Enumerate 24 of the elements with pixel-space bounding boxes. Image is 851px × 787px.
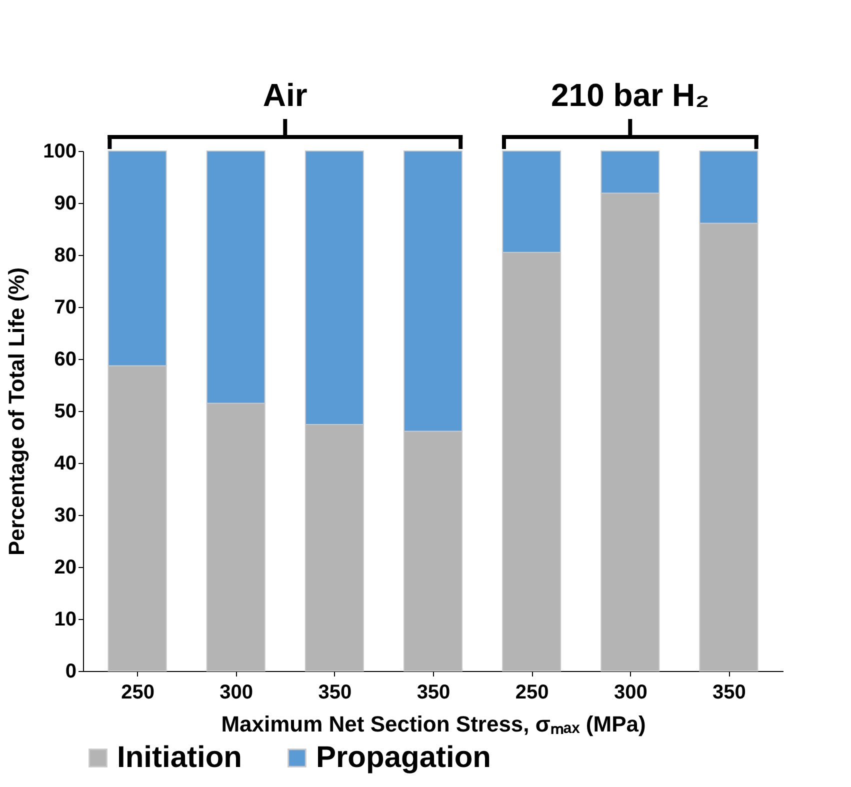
text: Air <box>262 77 308 113</box>
y-tick-label: 80 <box>54 244 76 266</box>
x-tick-label: 250 <box>515 682 549 704</box>
y-tick-label: 70 <box>54 296 76 318</box>
legend-label: Initiation <box>117 741 242 774</box>
x-tick-label: 350 <box>416 682 450 704</box>
y-axis-title: Percentage of Total Life (%) <box>4 267 30 556</box>
y-tick-label: 20 <box>54 556 76 578</box>
y-tick-label: 40 <box>54 452 76 474</box>
y-tick-label: 90 <box>54 192 76 214</box>
y-tick-label: 50 <box>54 400 76 422</box>
legend-label: Propagation <box>316 741 492 774</box>
x-tick-label: 300 <box>614 682 648 704</box>
x-tick-label: 300 <box>220 682 254 704</box>
x-axis-title: Maximum Net Section Stress, σₘₐₓ (MPa) <box>221 712 646 736</box>
y-tick-label: 10 <box>54 608 76 630</box>
x-tick-label: 350 <box>318 682 352 704</box>
x-tick-label: 350 <box>712 682 746 704</box>
x-tick-label: 250 <box>121 682 154 704</box>
y-tick-label: 100 <box>43 140 76 162</box>
y-tick-label: 0 <box>65 660 76 682</box>
y-tick-label: 30 <box>54 504 76 526</box>
y-tick-label: 60 <box>54 348 76 370</box>
text: 210 bar H₂ <box>550 77 710 113</box>
